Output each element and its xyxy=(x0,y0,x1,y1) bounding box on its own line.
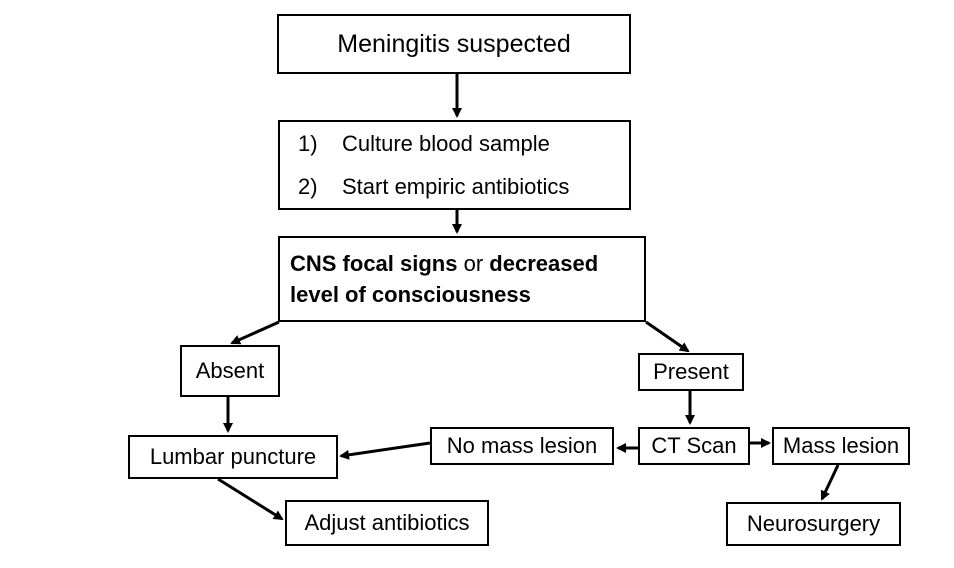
condition-cns-focal-signs: CNS focal signs xyxy=(290,251,458,276)
present-box: Present xyxy=(638,353,744,391)
meningitis-suspected-box: Meningitis suspected xyxy=(277,14,631,74)
no-mass-lesion-box: No mass lesion xyxy=(430,427,614,465)
step-number: 2) xyxy=(298,173,318,199)
neurosurgery-label: Neurosurgery xyxy=(746,511,881,536)
mass-lesion-label: Mass lesion xyxy=(782,433,900,458)
initial-steps-box: 1) Culture blood sample 2) Start empiric… xyxy=(278,120,631,210)
absent-box: Absent xyxy=(180,345,280,397)
present-label: Present xyxy=(653,359,729,384)
neurosurgery-box: Neurosurgery xyxy=(726,502,901,546)
condition-decreased-consciousness: decreased level of consciousness xyxy=(290,251,599,307)
arrow-nomass-to-lumbar xyxy=(339,441,431,460)
lumbar-puncture-box: Lumbar puncture xyxy=(128,435,338,479)
step-start-antibiotics: 2) Start empiric antibiotics xyxy=(298,165,569,208)
arrow-condition-to-absent xyxy=(230,320,280,345)
meningitis-suspected-label: Meningitis suspected xyxy=(337,29,571,58)
step-text: Culture blood sample xyxy=(342,130,550,156)
adjust-antibiotics-label: Adjust antibiotics xyxy=(304,510,470,535)
mass-lesion-box: Mass lesion xyxy=(772,427,910,465)
arrow-mass-to-neuro xyxy=(820,464,840,501)
arrow-condition-to-present xyxy=(645,320,690,353)
arrow-lumbar-to-adjust xyxy=(217,477,284,521)
adjust-antibiotics-box: Adjust antibiotics xyxy=(285,500,489,546)
lumbar-puncture-label: Lumbar puncture xyxy=(149,444,317,469)
step-culture-blood: 1) Culture blood sample xyxy=(298,122,550,165)
step-text: Start empiric antibiotics xyxy=(342,173,570,199)
ct-scan-box: CT Scan xyxy=(638,427,750,465)
step-number: 1) xyxy=(298,130,318,156)
no-mass-lesion-label: No mass lesion xyxy=(446,433,598,458)
ct-scan-label: CT Scan xyxy=(651,433,737,458)
condition-connector: or xyxy=(457,251,490,276)
absent-label: Absent xyxy=(195,358,265,383)
cns-condition-box: CNS focal signs or decreased level of co… xyxy=(278,236,646,322)
